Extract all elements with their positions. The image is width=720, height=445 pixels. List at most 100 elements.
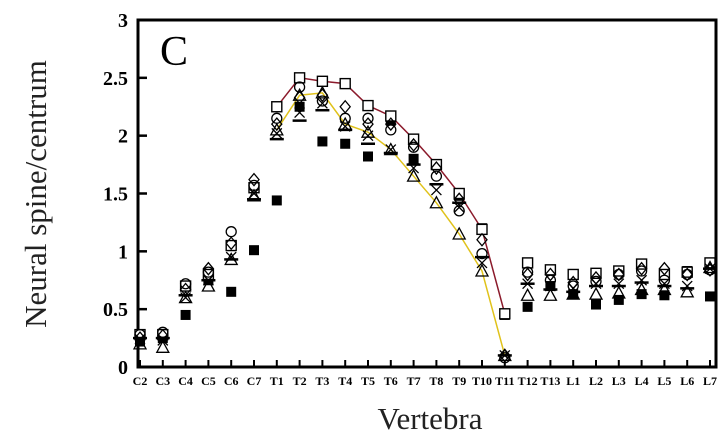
data-point [271,127,283,139]
data-point [248,179,260,192]
y-tick-label: 0.5 [103,299,128,321]
data-point [225,239,237,252]
data-point [704,263,716,275]
x-tick-label: T6 [384,374,398,388]
x-tick-label: T9 [452,374,466,388]
x-tick-label: C2 [133,374,148,388]
data-point [613,294,624,305]
data-point [293,72,306,84]
plot-frame [136,18,718,369]
x-tick-label: T11 [495,374,514,388]
series-4-points [134,88,716,363]
data-point [294,101,305,112]
x-tick-label: C3 [155,374,170,388]
x-tick-label: L3 [612,374,626,388]
data-point [453,201,465,213]
data-point [590,267,602,280]
data-point [681,280,693,292]
series-2-points [132,85,718,362]
data-point [476,232,488,247]
series-6-points [134,97,716,361]
data-point [612,267,625,282]
data-point [362,130,374,142]
data-point [157,334,169,346]
x-tick-label: T8 [429,374,443,388]
x-tick-label: C4 [178,374,193,388]
y-tick-label: 2 [118,126,128,148]
x-tick-label: C6 [224,374,239,388]
data-point [476,257,488,269]
data-point [271,195,282,206]
y-tick-label: 0 [118,357,128,379]
data-point [635,258,648,270]
x-tick-label: T1 [270,374,284,388]
data-point [636,274,648,286]
data-point [408,153,419,164]
data-point [522,301,533,312]
data-point [225,226,237,238]
y-axis: 0 0.5 1 1.5 2 2.5 3 [103,10,147,379]
data-point [705,291,715,302]
data-point [544,267,557,282]
data-point [634,282,649,296]
data-point [249,245,259,256]
data-point [681,267,694,282]
data-point [225,251,237,263]
data-point [225,236,238,251]
data-point [452,226,467,240]
data-point [317,136,328,147]
data-point [385,144,397,156]
data-point [407,137,420,152]
y-tick-label: 1 [118,241,128,263]
data-point [362,99,374,112]
data-point [659,290,670,301]
x-tick-label: T3 [315,374,329,388]
data-point [499,352,511,364]
data-point [363,151,373,162]
data-point [201,278,216,292]
x-tick-label: C7 [247,374,262,388]
data-point [520,287,535,301]
data-point [316,88,329,103]
data-point [613,265,625,277]
data-point [132,336,148,350]
data-point [521,267,534,282]
data-point [180,292,192,304]
data-point [566,286,581,300]
data-point [385,124,397,136]
data-point [657,282,672,296]
data-point [155,339,170,353]
x-tick-label: T13 [540,374,560,388]
data-point [271,101,283,113]
y-axis-title: Neural spine/centrum [18,60,53,328]
data-point [362,117,374,132]
x-axis-title: Vertebra [378,401,483,436]
x-tick-label: L1 [566,374,580,388]
data-point [339,120,351,132]
data-point [385,110,397,122]
data-point [544,280,556,292]
data-point [246,188,262,202]
data-point [521,257,534,269]
data-point [316,97,328,109]
x-tick-label: L2 [589,374,603,388]
data-point [521,266,534,278]
data-point [179,278,192,290]
series-1-points [134,72,716,341]
data-point [407,141,420,153]
data-point [567,268,579,281]
data-point [453,192,466,207]
data-point [316,95,329,107]
data-point [202,261,215,276]
data-point [134,333,146,345]
x-tick-label: T12 [518,374,538,388]
data-point [406,168,421,182]
data-point [360,124,376,138]
data-point [499,308,511,320]
data-point [658,261,671,276]
data-point [680,284,695,298]
data-point [202,274,214,286]
data-point [567,282,579,294]
data-point [590,278,602,290]
data-point [248,182,260,194]
